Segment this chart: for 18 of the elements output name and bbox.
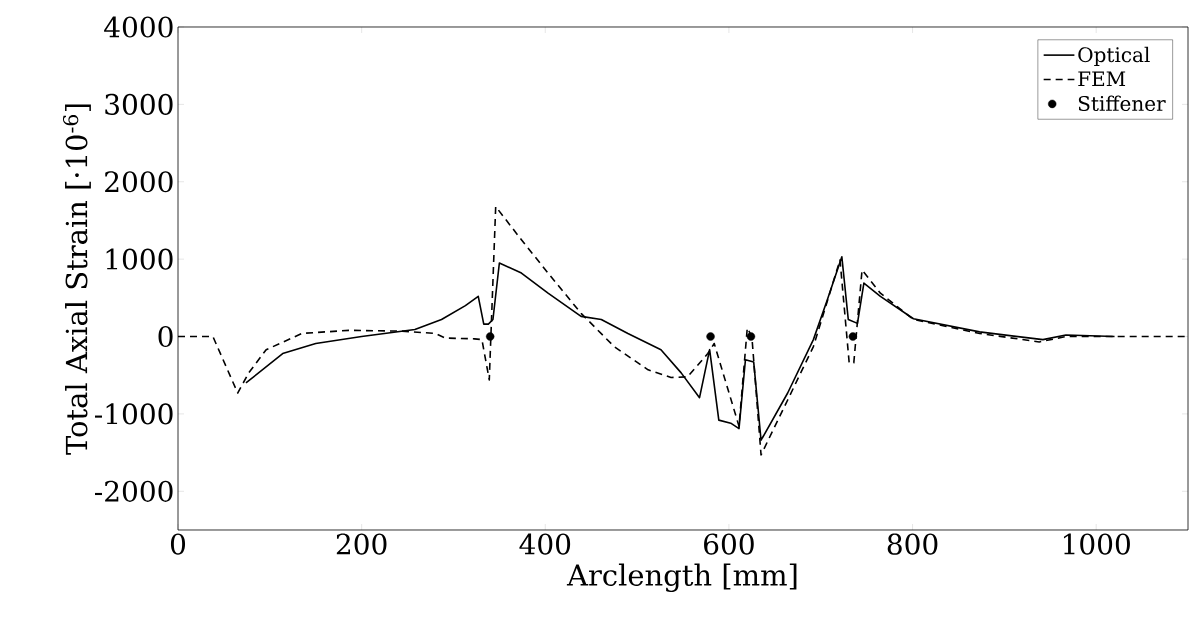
x-tick-label: 800 [887,533,938,555]
x-tick-label: 400 [519,533,571,555]
y-tick-label: 2000 [105,171,173,193]
y-tick-label: 0 [158,325,173,348]
y-tick-label: -1000 [94,403,173,425]
legend-label: Stiffener [1078,95,1166,112]
y-tick-label: -2000 [94,480,173,502]
y-axis-title: Total Axial Strain [·10$^{-6}$] [62,104,91,455]
line-series [245,256,1116,442]
legend-label: FEM [1078,71,1126,87]
x-tick-label: 200 [336,533,387,555]
x-axis-title: Arclength [mm] [566,563,797,593]
y-tick-label: 4000 [104,16,173,38]
legend-label: Optical [1078,46,1150,67]
x-tick-label: 600 [704,533,754,555]
x-tick-label: 1000 [1063,533,1130,555]
y-tick-label: 3000 [105,93,173,115]
y-tick-label: 1000 [106,248,173,270]
